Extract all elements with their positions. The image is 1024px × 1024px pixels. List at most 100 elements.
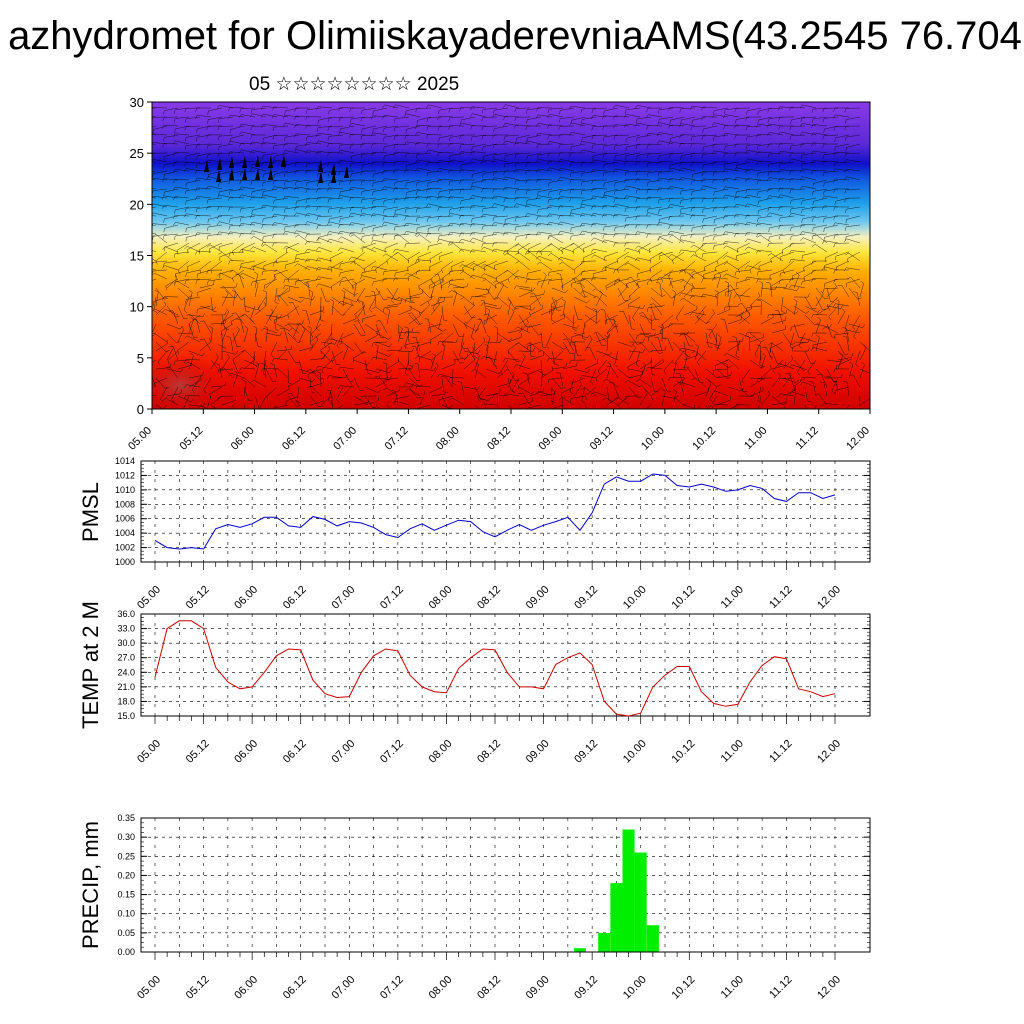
wind-barb-flag <box>202 371 204 376</box>
wind-barb <box>507 329 522 334</box>
wind-barb <box>747 125 762 128</box>
wind-barb <box>384 125 399 129</box>
wind-barb-flag <box>382 216 385 221</box>
wind-barb <box>484 263 498 271</box>
wind-barb <box>705 332 709 347</box>
wind-barb <box>693 254 707 262</box>
wind-barb <box>584 305 598 313</box>
wind-barb <box>837 341 845 355</box>
wind-barb <box>188 355 194 370</box>
wind-barb <box>780 151 795 154</box>
wind-barb <box>263 113 278 118</box>
wind-barb-flag <box>438 191 440 196</box>
wind-barb-flag <box>252 355 255 360</box>
wind-barb <box>725 143 740 147</box>
wind-barb-flag <box>260 194 264 199</box>
wind-barb <box>781 242 795 251</box>
wind-barb <box>793 391 796 406</box>
wind-barb-flag <box>350 261 354 264</box>
wind-barb-flag <box>331 286 333 291</box>
wind-barb-flag <box>845 209 847 214</box>
wind-barb-flag <box>239 180 242 185</box>
wind-barb-flag <box>394 182 396 187</box>
wind-barb <box>188 319 194 334</box>
wind-barb <box>736 116 751 120</box>
wind-barb <box>287 350 296 363</box>
wind-barb <box>637 105 652 109</box>
wind-barb <box>351 170 366 175</box>
wind-barb <box>197 143 212 146</box>
wind-barb-flag <box>283 172 286 177</box>
wind-barb-flag <box>241 313 246 316</box>
wind-barb-flag <box>702 237 704 242</box>
wind-barb <box>802 376 817 379</box>
wind-barb-flag <box>399 337 404 340</box>
wind-barb <box>438 314 443 329</box>
wind-barb <box>286 246 300 253</box>
wind-barb <box>447 404 454 409</box>
wind-barb <box>815 287 825 300</box>
wind-barb <box>263 142 278 145</box>
wind-barb-flag <box>849 374 854 376</box>
wind-barb-flag <box>226 353 230 358</box>
wind-barb <box>661 377 668 392</box>
wind-barb-flag <box>636 155 638 160</box>
wind-barb-flag <box>499 305 503 310</box>
wind-barb <box>824 278 839 284</box>
wind-barb-flag <box>591 135 594 140</box>
wind-barb-flag <box>514 189 517 194</box>
wind-barb <box>362 107 377 111</box>
wind-barb <box>155 333 168 343</box>
wind-barb <box>802 143 817 145</box>
wind-barb <box>417 125 432 127</box>
precip-bar <box>610 883 623 952</box>
wind-barb-flag <box>547 253 552 256</box>
wind-barb <box>395 179 410 183</box>
wind-barb-flag <box>735 314 740 318</box>
wind-barb <box>254 305 266 316</box>
wind-barb-flag <box>331 359 333 364</box>
wind-barb <box>582 188 597 191</box>
wind-barb-flag <box>448 117 451 122</box>
wind-barb-flag <box>416 191 418 196</box>
wind-barb <box>846 188 861 190</box>
wind-barb-flag <box>217 206 220 211</box>
wind-barb-flag <box>470 337 475 341</box>
wind-barb-flag <box>733 167 737 172</box>
wind-barb <box>232 332 238 347</box>
wind-barb <box>253 236 267 244</box>
wind-barb-flag <box>266 396 269 401</box>
wind-barb <box>318 237 333 244</box>
wind-barb-flag <box>436 196 440 200</box>
wind-barb <box>297 263 311 271</box>
wind-barb-flag <box>535 123 539 127</box>
wind-barb <box>549 269 564 273</box>
wind-barb <box>804 305 818 313</box>
wind-barb <box>802 161 817 165</box>
wind-barb-flag <box>251 191 253 196</box>
wind-barb <box>309 292 314 307</box>
wind-barb-flag <box>691 270 695 274</box>
wind-barb-flag <box>538 350 542 353</box>
wind-barb-flag <box>557 231 561 235</box>
wind-barb <box>584 338 593 352</box>
wind-barb <box>791 134 806 137</box>
wind-barb <box>769 224 784 229</box>
wind-barb-flag <box>173 152 176 156</box>
wind-barb <box>507 296 516 310</box>
wind-barb <box>505 358 520 361</box>
wind-barb-flag <box>166 339 168 344</box>
wind-barb <box>208 197 223 200</box>
wind-barb-flag <box>584 295 588 298</box>
pmsl-x-tick-label: 11.12 <box>767 584 794 611</box>
wind-barb <box>298 296 313 300</box>
wind-barb-flag <box>152 308 155 312</box>
wind-barb <box>661 287 672 299</box>
wind-barb-flag <box>455 338 458 343</box>
wind-barb <box>155 251 168 261</box>
wind-barb-flag <box>270 308 274 313</box>
wind-barb <box>771 350 778 365</box>
wind-barb-flag <box>613 124 616 129</box>
wind-barb <box>505 250 520 253</box>
